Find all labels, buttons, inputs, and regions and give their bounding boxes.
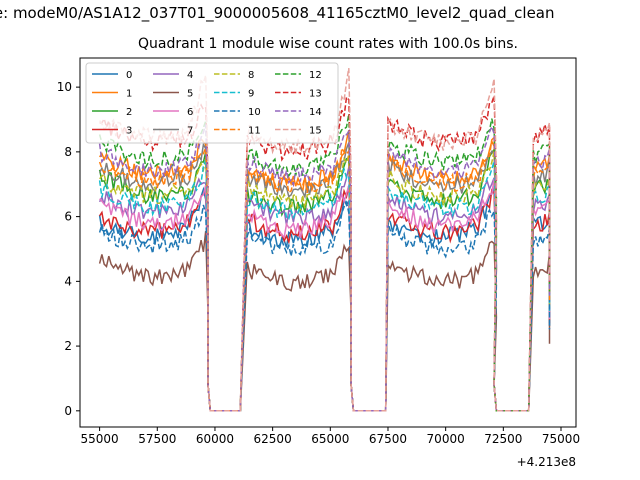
y-tick-label: 4 — [64, 274, 72, 288]
legend-label: 10 — [248, 107, 261, 118]
x-tick-label: 62500 — [254, 432, 292, 446]
y-tick-label: 0 — [64, 404, 72, 418]
series-line-10 — [98, 200, 551, 412]
legend-label: 11 — [248, 126, 261, 137]
series-line-12 — [98, 113, 551, 412]
legend-label: 15 — [309, 126, 322, 137]
legend-label: 1 — [126, 89, 132, 100]
legend-label: 7 — [187, 126, 193, 137]
legend-label: 14 — [309, 107, 322, 118]
series-line-3 — [98, 185, 551, 412]
legend-label: 2 — [126, 107, 132, 118]
series-line-1 — [98, 130, 551, 412]
legend-label: 9 — [248, 89, 254, 100]
series-line-5 — [98, 231, 551, 412]
series-line-2 — [98, 147, 551, 412]
legend-frame — [85, 62, 339, 144]
x-tick-label: 75000 — [542, 432, 580, 446]
axes-frame — [79, 57, 577, 428]
legend-label: 5 — [187, 89, 193, 100]
x-tick-label: 72500 — [484, 432, 522, 446]
y-tick-label: 10 — [57, 80, 72, 94]
series-line-7 — [98, 142, 551, 412]
x-tick-label: 65000 — [311, 432, 349, 446]
x-tick-label: 55000 — [81, 432, 119, 446]
legend-label: 3 — [126, 126, 132, 137]
y-tick-label: 2 — [64, 339, 72, 353]
x-tick-label: 70000 — [427, 432, 465, 446]
series-line-8 — [99, 150, 551, 412]
legend-label: 4 — [187, 70, 193, 81]
legend-label: 12 — [309, 70, 322, 81]
series-line-11 — [98, 135, 551, 412]
series-line-9 — [98, 159, 551, 412]
series-line-14 — [98, 124, 551, 412]
x-tick-label: 67500 — [369, 432, 407, 446]
legend-label: 13 — [309, 89, 322, 100]
figure-suptitle: n file: modeM0/AS1A12_037T01_9000005608_… — [0, 4, 555, 22]
x-offset-label: +4.213e8 — [517, 455, 576, 469]
chart-title: Quadrant 1 module wise count rates with … — [138, 36, 518, 52]
legend-label: 6 — [187, 107, 193, 118]
series-line-4 — [98, 167, 551, 412]
series-line-6 — [99, 178, 551, 412]
legend-label: 0 — [126, 70, 132, 81]
legend-label: 8 — [248, 70, 254, 81]
x-tick-label: 57500 — [138, 432, 176, 446]
y-tick-label: 6 — [64, 210, 72, 224]
y-tick-label: 8 — [64, 145, 72, 159]
x-tick-label: 60000 — [196, 432, 234, 446]
